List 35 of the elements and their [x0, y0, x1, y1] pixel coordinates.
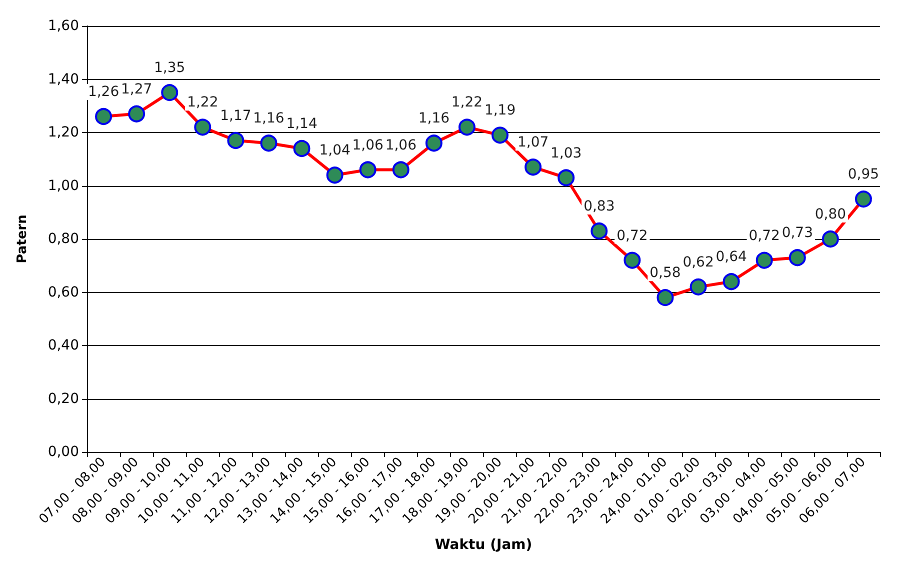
- data-label: 1,06: [385, 137, 417, 154]
- data-label: 1,06: [352, 137, 384, 154]
- data-label: 0,73: [782, 225, 813, 242]
- data-label: 0,62: [682, 254, 714, 270]
- y-tick-label: 0,00: [48, 444, 79, 460]
- data-label: 0,58: [650, 265, 681, 282]
- data-label: 0,83: [584, 198, 615, 215]
- y-tick-label: 0,20: [48, 390, 79, 407]
- data-label: 1,26: [88, 84, 120, 100]
- data-label: 1,22: [451, 94, 483, 111]
- data-label: 1,27: [120, 81, 152, 98]
- data-label: 0,64: [716, 249, 747, 266]
- y-axis-title: Patern: [15, 214, 30, 264]
- y-tick-label: 0,60: [48, 284, 79, 300]
- y-tick-label: 1,40: [48, 71, 79, 88]
- data-label: 1,07: [517, 134, 549, 151]
- y-tick-label: 1,60: [48, 18, 79, 34]
- data-label: 1,16: [418, 110, 450, 127]
- y-tick-label: 0,80: [48, 231, 79, 247]
- x-axis-title: Waktu (Jam): [434, 537, 532, 553]
- data-label: 1,14: [286, 116, 318, 132]
- y-tick-label: 1,20: [48, 124, 79, 140]
- data-label: 1,04: [319, 142, 350, 159]
- data-label: 0,95: [848, 166, 880, 183]
- y-tick-label: 0,40: [48, 338, 79, 354]
- y-tick-label: 1,00: [48, 178, 79, 194]
- data-label: 1,19: [484, 102, 516, 119]
- data-label: 0,72: [616, 228, 648, 244]
- data-label: 1,03: [550, 145, 582, 162]
- data-label: 1,22: [187, 94, 218, 111]
- data-label: 1,35: [154, 60, 186, 76]
- data-label: 0,72: [748, 228, 780, 244]
- data-label: 0,80: [814, 206, 846, 222]
- data-label: 1,17: [220, 108, 252, 124]
- data-label: 1,16: [253, 110, 284, 127]
